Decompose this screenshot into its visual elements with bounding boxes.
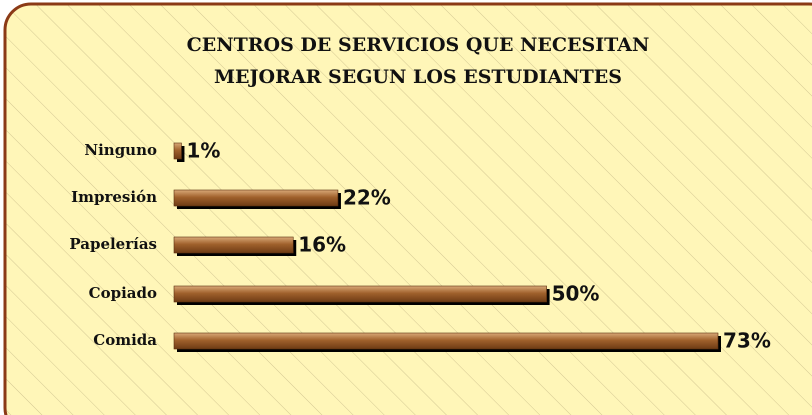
category-label: Comida	[93, 331, 157, 349]
value-label: 50%	[552, 282, 600, 306]
value-label: 73%	[723, 329, 771, 353]
value-label: 16%	[298, 233, 346, 257]
chart-title: MEJORAR SEGUN LOS ESTUDIANTES	[214, 66, 622, 88]
category-label: Copiado	[89, 284, 157, 302]
panel	[3, 2, 812, 415]
bar	[173, 189, 339, 207]
value-label: 22%	[343, 186, 391, 210]
value-label: 1%	[186, 139, 220, 163]
chart-title: CENTROS DE SERVICIOS QUE NECESITAN	[187, 34, 650, 56]
bar	[173, 236, 294, 254]
bar	[173, 285, 547, 303]
bar	[173, 142, 182, 160]
category-label: Impresión	[71, 188, 157, 206]
category-label: Papelerías	[69, 235, 157, 253]
bar	[173, 332, 719, 350]
category-label: Ninguno	[84, 141, 157, 159]
